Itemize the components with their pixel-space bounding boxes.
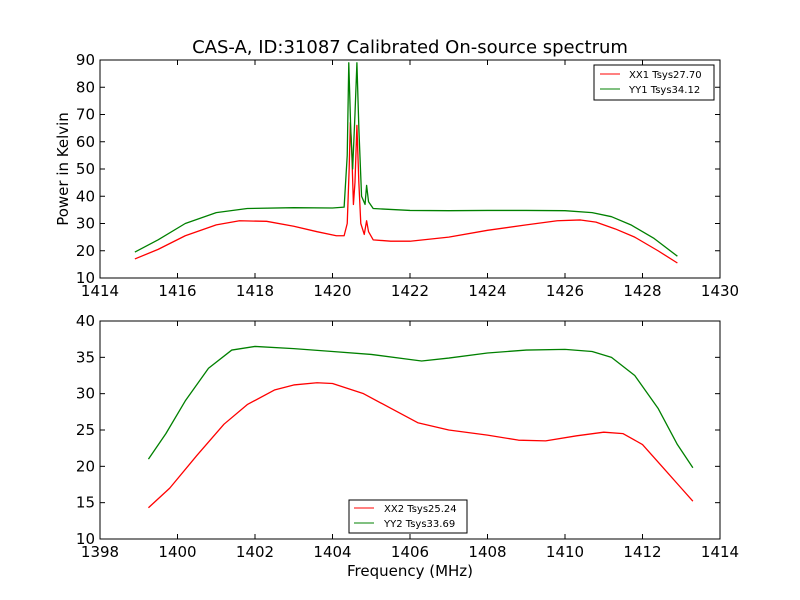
top-legend-label-yy1: YY1 Tsys34.12 [628, 85, 700, 96]
top-ytick-label: 90 [76, 51, 95, 69]
top-ytick-label: 60 [76, 133, 95, 151]
bottom-ytick-label: 35 [76, 348, 95, 366]
top-chart-ylabel: Power in Kelvin [54, 112, 72, 226]
bottom-ytick-label: 40 [76, 312, 95, 330]
bottom-chart-axes: 1398 1400 1402 1404 1406 1408 1410 1412 1414 10 15… [76, 312, 739, 561]
top-xtick-label: 1414 [81, 282, 119, 300]
bottom-xtick-label: 1404 [313, 543, 351, 561]
bottom-legend-box [348, 499, 468, 534]
bottom-ytick-label: 25 [76, 421, 95, 439]
top-chart-plot-area [134, 62, 678, 264]
bottom-xtick-label: 1408 [468, 543, 506, 561]
bottom-xtick-label: 1406 [391, 543, 429, 561]
bottom-series-line-1 [147, 382, 694, 509]
top-ytick-label: 70 [76, 106, 95, 124]
top-xtick-label: 1426 [546, 282, 584, 300]
top-xtick-label: 1424 [468, 282, 506, 300]
bottom-chart-xlabel: Frequency (MHz) [347, 562, 473, 580]
top-xtick-label: 1416 [158, 282, 196, 300]
top-series-line-2 [134, 62, 678, 257]
bottom-xtick-label: 1402 [236, 543, 274, 561]
bottom-ytick-label: 30 [76, 385, 95, 403]
top-legend-box [593, 64, 715, 101]
top-xtick-label: 1430 [701, 282, 739, 300]
bottom-chart-plot-area [147, 345, 694, 509]
bottom-xtick-label: 1410 [546, 543, 584, 561]
top-ytick-label: 40 [76, 187, 95, 205]
bottom-legend-label-xx2: XX2 Tsys25.24 [384, 504, 457, 515]
top-ytick-label: 30 [76, 215, 95, 233]
bottom-xtick-label: 1414 [701, 543, 739, 561]
top-xtick-label: 1418 [236, 282, 274, 300]
bottom-xtick-label: 1412 [623, 543, 661, 561]
top-chart-axes: 1414 1416 1418 1420 1422 1424 1426 1428 1430 10 20… [76, 51, 739, 300]
bottom-ytick-label: 15 [76, 494, 95, 512]
bottom-series-line-2 [147, 345, 694, 469]
bottom-xtick-label: 1400 [158, 543, 196, 561]
top-ytick-label: 80 [76, 78, 95, 96]
top-xtick-label: 1420 [313, 282, 351, 300]
top-ytick-label: 50 [76, 160, 95, 178]
bottom-chart-legend: XX2 Tsys25.24 YY2 Tsys33.69 [348, 499, 468, 534]
bottom-legend-label-yy2: YY2 Tsys33.69 [383, 519, 455, 530]
top-chart-legend: XX1 Tsys27.70 YY1 Tsys34.12 [593, 64, 715, 101]
bottom-ytick-label: 20 [76, 457, 95, 475]
top-ytick-label: 10 [76, 269, 95, 287]
bottom-xtick-label: 1398 [81, 543, 119, 561]
bottom-ytick-label: 10 [76, 530, 95, 548]
top-xtick-label: 1422 [391, 282, 429, 300]
top-series-line-1 [134, 122, 678, 264]
top-legend-label-xx1: XX1 Tsys27.70 [629, 70, 702, 81]
top-xtick-label: 1428 [623, 282, 661, 300]
top-ytick-label: 20 [76, 242, 95, 260]
top-chart-title: CAS-A, ID:31087 Calibrated On-source spe… [192, 37, 628, 58]
